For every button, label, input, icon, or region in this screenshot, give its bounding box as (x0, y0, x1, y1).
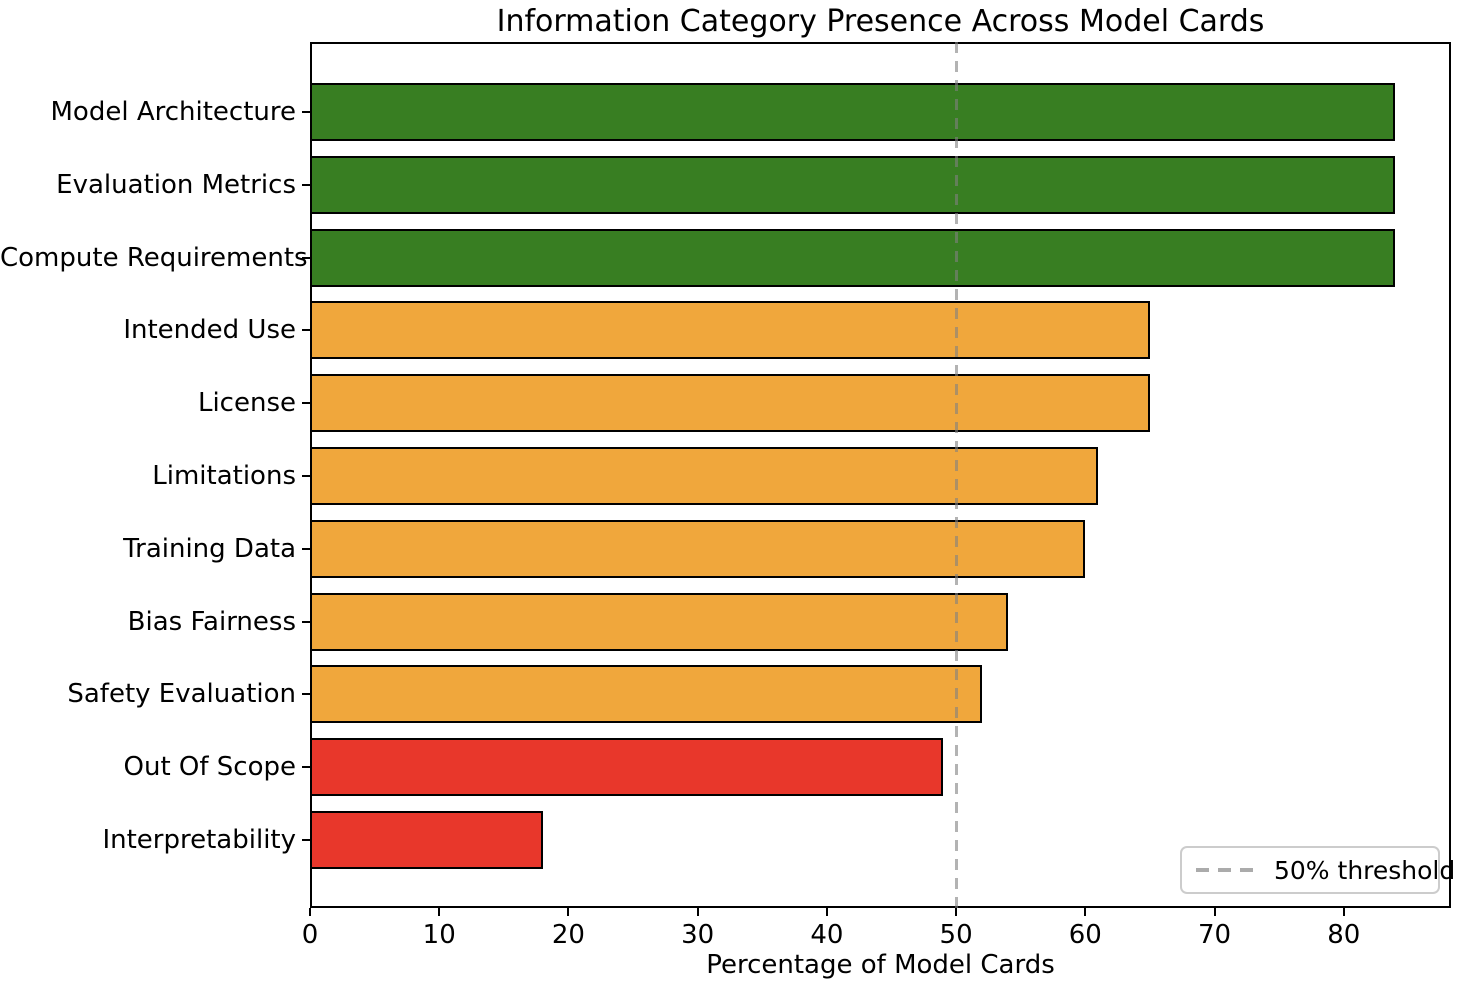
bar (310, 738, 944, 797)
x-axis-tick-label: 70 (1197, 920, 1232, 950)
y-axis-category-label: Model Architecture (50, 97, 296, 127)
y-axis-tick (302, 766, 310, 769)
y-axis-category-label: Training Data (123, 533, 296, 564)
y-axis-tick (302, 620, 310, 623)
y-axis-tick (302, 329, 310, 332)
bar (310, 374, 1150, 433)
bar (310, 811, 543, 869)
x-axis-tick-label: 10 (422, 920, 456, 950)
bar (310, 519, 1086, 578)
y-axis-tick (302, 402, 310, 405)
x-axis-tick (696, 908, 699, 916)
x-axis-tick (567, 908, 570, 916)
x-axis-tick (1213, 908, 1216, 916)
y-axis-category-label: Limitations (152, 461, 296, 491)
y-axis-category-label: Safety Evaluation (67, 679, 296, 710)
chart-title: Information Category Presence Across Mod… (496, 4, 1265, 39)
bar (310, 155, 1396, 214)
y-axis-tick (302, 111, 310, 113)
y-axis-category-label: License (197, 388, 296, 419)
x-axis-tick-label: 40 (810, 920, 844, 950)
y-axis-category-label: Out Of Scope (123, 752, 297, 783)
y-axis-category-label: Bias Fairness (127, 606, 296, 637)
bar (310, 592, 1008, 651)
y-axis-tick (302, 256, 310, 259)
x-axis-tick-label: 20 (551, 920, 585, 950)
x-axis-tick (825, 908, 828, 916)
bar (310, 83, 1396, 141)
x-axis-tick-label: 30 (681, 920, 715, 950)
x-axis-tick-label: 50 (939, 920, 973, 950)
bar (310, 301, 1150, 360)
y-axis-category-label: Interpretability (102, 825, 296, 855)
dashed-line-legend-swatch (1196, 868, 1258, 872)
y-axis-category-label: Compute Requirements (0, 242, 308, 273)
legend: 50% threshold (1180, 846, 1455, 894)
x-axis-tick (1342, 908, 1345, 916)
y-axis-tick (302, 475, 310, 477)
threshold-line (954, 42, 958, 908)
y-axis-tick (302, 693, 310, 696)
y-axis-tick (302, 183, 310, 186)
legend-label: 50% threshold (1274, 855, 1456, 885)
x-axis-tick (309, 908, 311, 916)
bar (310, 228, 1396, 287)
x-axis-tick-label: 60 (1068, 920, 1102, 950)
x-axis-label: Percentage of Model Cards (706, 950, 1055, 980)
x-axis-tick (438, 908, 441, 916)
y-axis-category-label: Intended Use (123, 315, 296, 346)
y-axis-category-label: Evaluation Metrics (56, 169, 296, 200)
y-axis-tick (302, 839, 310, 841)
x-axis-tick-label: 0 (301, 920, 319, 950)
y-axis-tick (302, 547, 310, 550)
bar (310, 665, 982, 724)
x-axis-tick (955, 908, 958, 916)
x-axis-tick (1084, 908, 1087, 916)
x-axis-tick-label: 80 (1327, 920, 1361, 950)
bar (310, 447, 1099, 505)
